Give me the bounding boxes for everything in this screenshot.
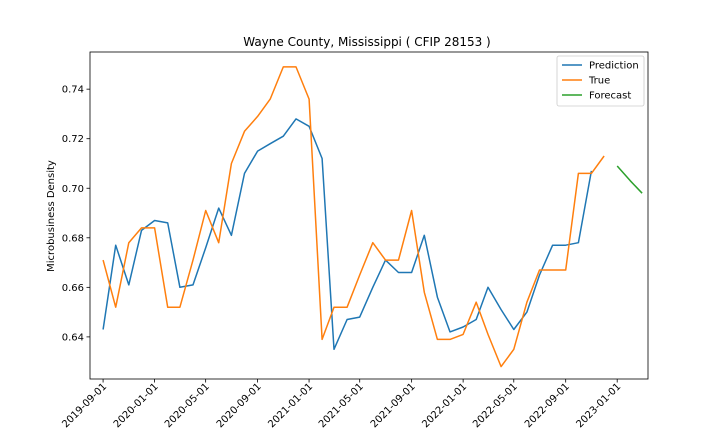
x-tick-label: 2020-09-01 <box>215 381 264 430</box>
x-tick-label: 2019-09-01 <box>60 381 109 430</box>
x-tick-label: 2020-01-01 <box>112 381 161 430</box>
y-tick-label: 0.66 <box>62 283 84 294</box>
chart-title: Wayne County, Mississippi ( CFIP 28153 ) <box>243 35 491 49</box>
y-tick-label: 0.70 <box>62 184 84 195</box>
y-axis-label: Microbusiness Density <box>46 160 57 272</box>
legend-label-prediction: Prediction <box>589 61 639 72</box>
series-line-true <box>102 66 605 368</box>
plot-frame <box>89 51 649 380</box>
x-tick-label: 2021-05-01 <box>317 381 366 430</box>
x-tick-label: 2020-05-01 <box>163 381 212 430</box>
y-tick-label: 0.72 <box>62 134 84 145</box>
series-layer <box>102 66 643 368</box>
legend-box <box>556 55 645 107</box>
x-tick-label: 2021-01-01 <box>266 381 315 430</box>
legend-label-forecast: Forecast <box>589 91 631 102</box>
y-tick-label: 0.64 <box>62 332 84 343</box>
x-tick-label: 2022-05-01 <box>471 381 520 430</box>
x-tick-label: 2023-01-01 <box>574 381 623 430</box>
x-tick-label: 2022-09-01 <box>523 381 572 430</box>
x-tick-label: 2021-09-01 <box>369 381 418 430</box>
legend-label-true: True <box>588 76 610 87</box>
x-tick-label: 2022-01-01 <box>420 381 469 430</box>
y-tick-label: 0.74 <box>62 85 84 96</box>
series-line-forecast <box>616 165 643 194</box>
series-line-prediction <box>102 118 593 351</box>
y-tick-label: 0.68 <box>62 233 84 244</box>
legend: Prediction True Forecast <box>556 55 645 107</box>
